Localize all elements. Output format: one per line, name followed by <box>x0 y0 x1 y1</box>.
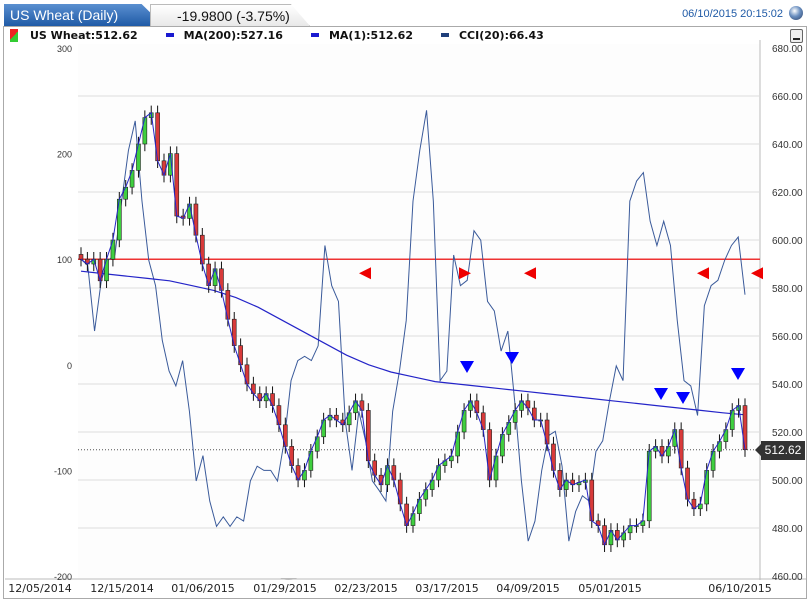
legend-ma1: MA(1):512.62 <box>310 28 413 42</box>
price-tick-label: 600.00 <box>772 236 803 247</box>
price-tick-label: 580.00 <box>772 284 803 295</box>
date-tick-label: 05/01/2015 <box>578 582 641 595</box>
date-tick-label: 03/17/2015 <box>415 582 478 595</box>
price-tick-label: 640.00 <box>772 140 803 151</box>
last-price-tag: 512.62 <box>755 441 805 460</box>
price-tick-label: 560.00 <box>772 332 803 343</box>
buy-signal-icon <box>459 267 471 280</box>
sell-signal-icon <box>751 267 763 280</box>
cci-tick-label: 200 <box>57 150 72 160</box>
legend-label: MA(1):512.62 <box>328 28 413 42</box>
tab-change[interactable]: -19.9800 (-3.75%) <box>150 4 310 26</box>
cci-tick-label: -100 <box>54 466 72 476</box>
sell-signal-icon <box>524 267 536 280</box>
price-tick-label: 680.00 <box>772 44 803 55</box>
date-tick-label: 01/06/2015 <box>171 582 234 595</box>
tab-instrument[interactable]: US Wheat (Daily) <box>4 4 164 26</box>
timestamp: 06/10/2015 20:15:02 <box>682 8 783 20</box>
cci-tick-label: 100 <box>57 255 72 265</box>
cci-line <box>80 110 746 542</box>
price-change: -19.9800 (-3.75%) <box>177 8 290 24</box>
price-tick-label: 460.00 <box>772 572 803 583</box>
price-tick-label: 620.00 <box>772 188 803 199</box>
date-tick-label: 01/29/2015 <box>253 582 316 595</box>
price-tick-label: 480.00 <box>772 524 803 535</box>
date-tick-label: 06/10/2015 <box>708 582 771 595</box>
sell-signal-icon <box>697 267 709 280</box>
chart-legend: US Wheat:512.62 MA(200):527.16 MA(1):512… <box>10 27 572 43</box>
price-tick-label: 540.00 <box>772 380 803 391</box>
legend-label: MA(200):527.16 <box>183 28 283 42</box>
line-swatch-icon <box>310 33 319 37</box>
legend-ma200: MA(200):527.16 <box>165 28 283 42</box>
price-tick-label: 500.00 <box>772 476 803 487</box>
plot-area <box>78 44 760 578</box>
date-tick-label: 12/05/2014 <box>8 582 71 595</box>
date-tick-label: 04/09/2015 <box>496 582 559 595</box>
globe-icon[interactable] <box>789 6 803 20</box>
line-swatch-icon <box>165 33 174 37</box>
line-swatch-icon <box>440 33 449 37</box>
cci-tick-label: 0 <box>67 361 72 371</box>
sell-signal-icon <box>359 267 371 280</box>
date-tick-label: 02/23/2015 <box>334 582 397 595</box>
cci-tick-label: -200 <box>54 572 72 582</box>
minimize-icon[interactable] <box>790 29 803 43</box>
top-signal-icon <box>505 352 519 364</box>
price-tick-label: 520.00 <box>772 428 803 439</box>
legend-label: CCI(20):66.43 <box>458 28 544 42</box>
ma200-line <box>80 270 746 416</box>
ma1-line <box>80 111 746 547</box>
legend-price: US Wheat:512.62 <box>10 28 138 42</box>
date-tick-label: 12/15/2014 <box>90 582 153 595</box>
top-signal-icon <box>460 361 474 373</box>
price-tick-label: 660.00 <box>772 92 803 103</box>
tab-title: US Wheat (Daily) <box>10 7 119 23</box>
candle-icon <box>10 28 18 42</box>
legend-cci: CCI(20):66.43 <box>440 28 544 42</box>
top-signal-icon <box>731 368 745 380</box>
legend-label: US Wheat:512.62 <box>30 28 138 42</box>
cci-tick-label: 300 <box>57 44 72 54</box>
top-signal-icon <box>676 392 690 404</box>
top-signal-icon <box>654 388 668 400</box>
candle <box>78 254 84 260</box>
tab-bar: US Wheat (Daily) -19.9800 (-3.75%) 06/10… <box>0 0 811 27</box>
